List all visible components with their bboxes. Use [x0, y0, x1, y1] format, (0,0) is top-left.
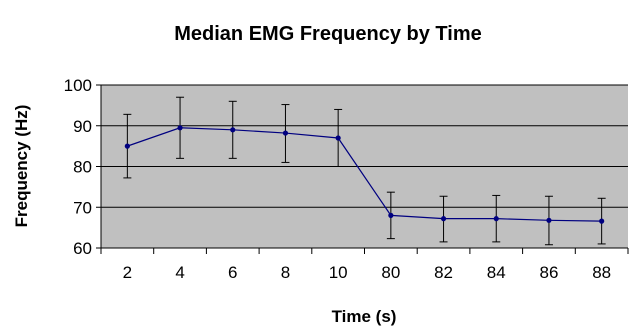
y-axis-ticks: 60 70 80 90 100 [64, 76, 101, 258]
x-tick-label: 82 [434, 263, 453, 282]
x-tick-label: 8 [281, 263, 290, 282]
series-line [127, 127, 602, 222]
x-tick-label: 6 [228, 263, 237, 282]
x-tick-label: 84 [487, 263, 506, 282]
data-point [177, 125, 183, 131]
y-tick-label: 100 [64, 76, 92, 95]
y-axis-label: Frequency (Hz) [12, 105, 31, 228]
data-point [282, 130, 289, 136]
series-group [124, 125, 605, 224]
x-axis-ticks: 2 4 6 8 10 80 82 84 86 88 [100, 248, 629, 282]
y-tick-label: 70 [73, 198, 92, 217]
x-tick-label: 4 [175, 263, 184, 282]
data-point [599, 218, 605, 224]
x-tick-label: 2 [123, 263, 132, 282]
data-point [335, 135, 341, 141]
data-point [230, 127, 236, 133]
data-point [440, 216, 447, 222]
x-tick-label: 86 [539, 263, 558, 282]
y-tick-label: 60 [73, 239, 92, 258]
x-axis-label: Time (s) [332, 307, 397, 326]
data-point [493, 216, 499, 222]
chart-title: Median EMG Frequency by Time [174, 23, 481, 45]
x-tick-label: 80 [381, 263, 400, 282]
y-tick-label: 90 [73, 117, 92, 136]
x-tick-label: 88 [592, 263, 611, 282]
x-tick-label: 10 [329, 263, 348, 282]
data-point [124, 143, 130, 149]
data-point [546, 217, 552, 223]
data-point [388, 212, 394, 218]
y-tick-label: 80 [73, 158, 92, 177]
